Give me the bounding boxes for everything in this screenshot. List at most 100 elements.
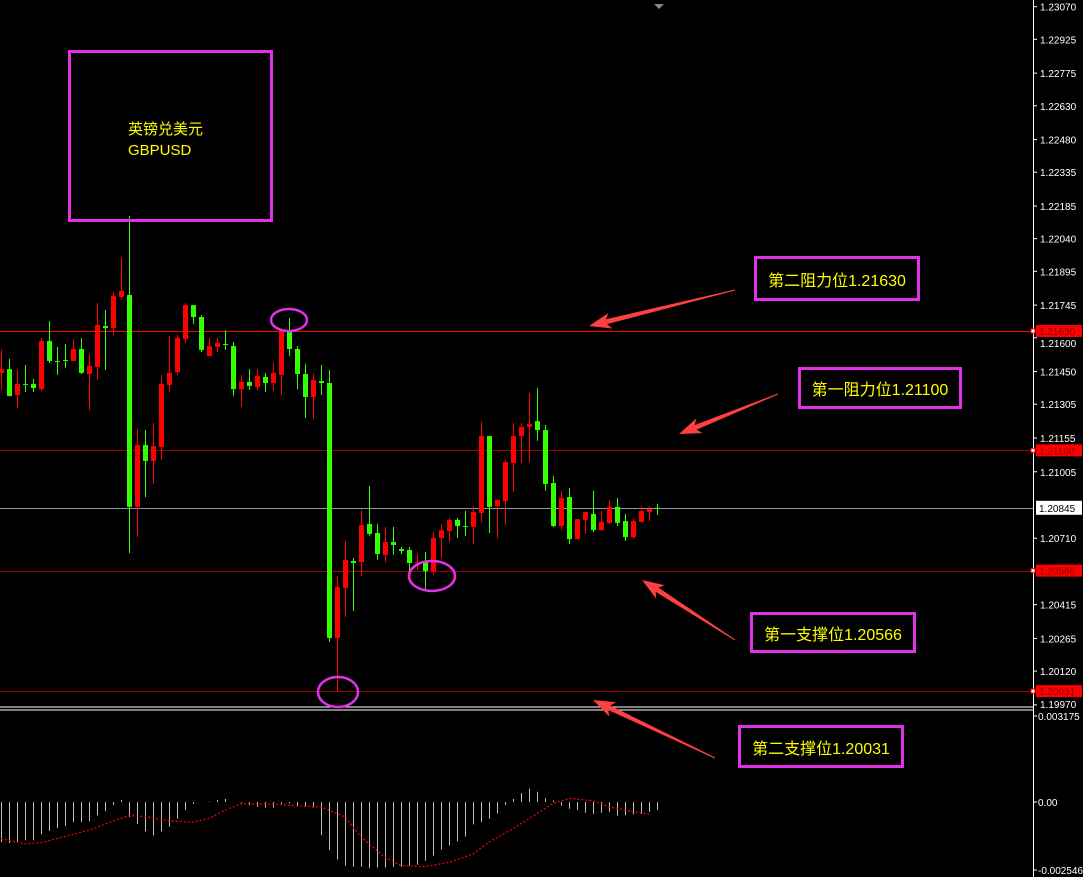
candle — [559, 490, 564, 531]
candle-body — [487, 435, 492, 507]
candle — [0, 349, 4, 391]
y-tick-label: 1.21600 — [1040, 339, 1077, 350]
candle — [23, 365, 28, 393]
y-tick-label: 1.23070 — [1040, 3, 1077, 14]
candle-body — [623, 521, 628, 538]
candle — [279, 330, 284, 395]
candle-body — [463, 526, 468, 528]
candle — [631, 519, 636, 540]
candle — [215, 337, 220, 352]
y-tick-label: 1.22775 — [1040, 69, 1077, 80]
candle-body — [303, 374, 308, 397]
candle-body — [439, 530, 444, 538]
candle — [79, 337, 84, 375]
candle — [495, 499, 500, 538]
candle-body — [327, 383, 332, 638]
candle — [335, 576, 340, 692]
candle — [615, 497, 620, 527]
candle — [63, 344, 68, 368]
level-price-tag — [1036, 564, 1082, 577]
y-tick-label: 1.21450 — [1040, 368, 1077, 379]
candle-body — [47, 340, 52, 361]
candle-body — [543, 430, 548, 484]
y-tick-label: 1.20710 — [1040, 534, 1077, 545]
y-tick-label: 1.22185 — [1040, 202, 1077, 213]
candle-body — [455, 519, 460, 527]
y-tick-label: 1.22040 — [1040, 235, 1077, 246]
candle — [295, 346, 300, 390]
candle — [543, 424, 548, 491]
candle-body — [103, 326, 108, 329]
current-price-text: 1.20845 — [1039, 504, 1076, 515]
candle-body — [119, 290, 124, 297]
candle — [7, 358, 12, 397]
candle-body — [111, 296, 116, 329]
y-tick-label: 1.20415 — [1040, 601, 1077, 612]
support-1-label: 第一支撑位1.20566 — [750, 612, 916, 653]
level-price-tag — [1036, 325, 1082, 337]
candle — [319, 365, 324, 395]
candle-body — [479, 435, 484, 513]
candle — [119, 258, 124, 300]
y-tick-label: 1.20120 — [1040, 667, 1077, 678]
candle-body — [575, 519, 580, 540]
y-tick-label: 1.22925 — [1040, 35, 1077, 46]
arrow-support-1 — [642, 580, 736, 641]
y-tick-label: 1.22630 — [1040, 102, 1077, 113]
candle — [439, 524, 444, 559]
shift-marker-icon[interactable] — [654, 4, 664, 9]
candle — [135, 428, 140, 538]
candle-body — [399, 549, 404, 552]
candle — [375, 524, 380, 561]
candle-body — [647, 508, 652, 513]
candle-body — [63, 360, 68, 362]
candle-body — [159, 383, 164, 447]
candle — [599, 510, 604, 531]
candle — [199, 315, 204, 352]
candle — [127, 215, 132, 554]
candle-body — [511, 435, 516, 463]
candle-body — [415, 562, 420, 564]
arrow-icon — [679, 393, 779, 434]
candle-body — [567, 496, 572, 540]
candle — [255, 369, 260, 391]
candle-body — [263, 376, 268, 384]
candle-body — [279, 331, 284, 375]
arrow-resistance-1 — [679, 393, 779, 434]
candle — [399, 546, 404, 554]
candle-body — [655, 507, 660, 509]
candle — [207, 337, 212, 356]
candle — [647, 506, 652, 522]
candle — [47, 321, 52, 363]
resistance-1-label: 第一阻力位1.21100 — [798, 367, 962, 409]
candle-body — [471, 512, 476, 527]
candle-body — [583, 512, 588, 520]
candle-body — [135, 444, 140, 507]
candle — [567, 487, 572, 545]
candle-body — [375, 533, 380, 554]
candle — [511, 422, 516, 493]
candle-body — [199, 317, 204, 350]
candle-body — [335, 587, 340, 638]
candle-body — [15, 383, 20, 395]
y-tick-label: 1.21155 — [1040, 434, 1076, 445]
y-tick-label: 1.20265 — [1040, 634, 1077, 645]
low-marker-ellipse — [316, 675, 360, 709]
candle-body — [143, 444, 148, 461]
y-tick-label: 1.21005 — [1040, 468, 1077, 479]
candle-body — [239, 381, 244, 390]
level-marker — [1030, 568, 1036, 574]
candle-body — [0, 369, 4, 373]
current-price-tag — [1036, 500, 1082, 515]
candle-body — [431, 537, 436, 572]
y-tick-label: 1.21895 — [1040, 267, 1077, 278]
candle-body — [127, 294, 132, 507]
candle — [575, 519, 580, 540]
candle — [503, 460, 508, 525]
candle-body — [407, 549, 412, 563]
candle-body — [591, 513, 596, 531]
candle — [39, 337, 44, 392]
candle-body — [343, 560, 348, 588]
